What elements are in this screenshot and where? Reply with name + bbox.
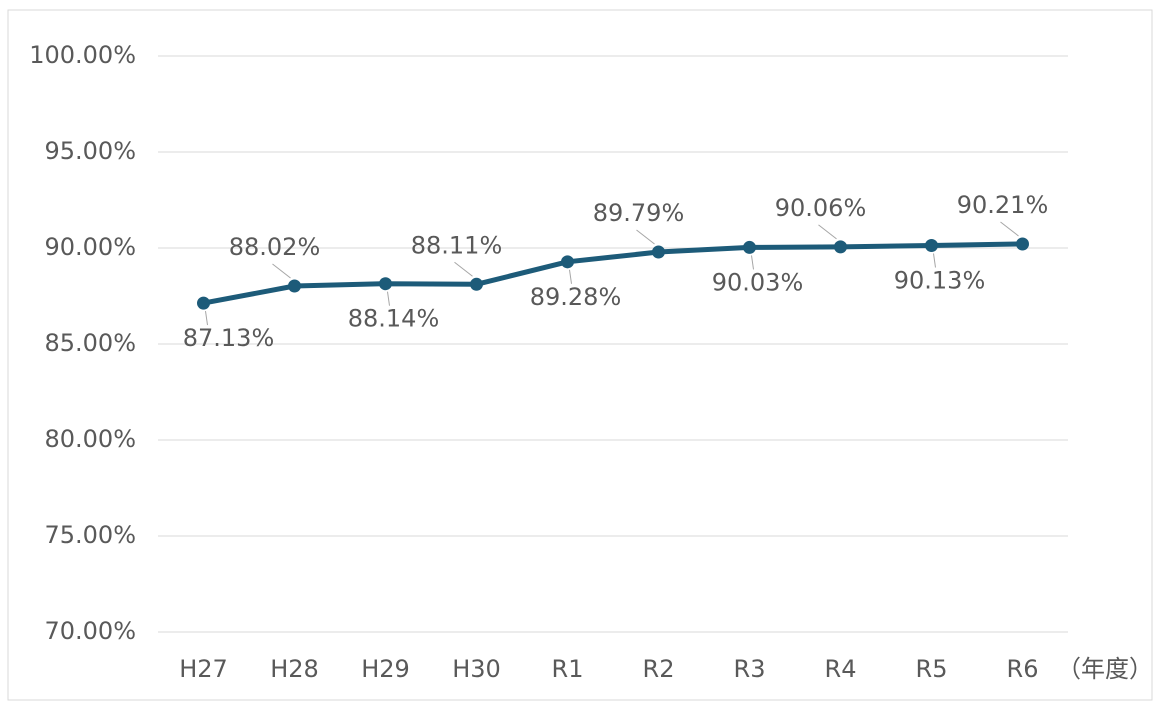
x-tick-label: R6: [1007, 655, 1039, 683]
x-tick-label: H28: [270, 655, 319, 683]
data-point: [379, 277, 392, 291]
data-label: 90.06%: [775, 194, 867, 222]
y-tick-label: 100.00%: [29, 41, 136, 69]
label-leader: [933, 253, 936, 268]
x-tick-label: R4: [825, 655, 857, 683]
label-leader: [454, 261, 473, 277]
label-leader: [205, 311, 208, 326]
label-leader: [636, 229, 655, 245]
data-label: 89.28%: [530, 283, 622, 311]
data-point: [834, 240, 847, 254]
x-tick-label: R5: [916, 655, 948, 683]
x-axis-label: （年度）: [1057, 655, 1153, 683]
data-point: [197, 296, 210, 310]
label-leader: [272, 263, 291, 279]
y-tick-label: 95.00%: [44, 137, 136, 165]
label-leader: [387, 291, 390, 306]
data-point: [925, 239, 938, 253]
y-tick-label: 90.00%: [44, 233, 136, 261]
label-leader: [1000, 221, 1019, 237]
x-tick-label: R3: [734, 655, 766, 683]
x-tick-label: H29: [361, 655, 410, 683]
data-line: [203, 241, 1023, 306]
data-label: 88.14%: [348, 305, 440, 333]
data-label: 88.11%: [411, 231, 503, 259]
data-point: [652, 245, 665, 259]
data-label: 88.02%: [229, 233, 321, 261]
data-label: 90.13%: [894, 267, 986, 295]
data-point: [288, 279, 301, 293]
data-point: [1016, 237, 1029, 251]
chart-frame: [7, 9, 1153, 701]
x-tick-label: H27: [179, 655, 228, 683]
y-tick-label: 75.00%: [44, 521, 136, 549]
data-label: 87.13%: [183, 324, 275, 352]
x-tick-label: H30: [452, 655, 501, 683]
y-tick-label: 85.00%: [44, 329, 136, 357]
x-tick-label: R1: [552, 655, 584, 683]
data-point: [470, 277, 483, 291]
data-point: [561, 255, 574, 269]
label-leader: [569, 269, 572, 284]
y-tick-label: 70.00%: [44, 617, 136, 645]
data-label: 90.03%: [712, 268, 804, 296]
x-tick-label: R2: [643, 655, 675, 683]
data-point: [743, 240, 756, 254]
label-leader: [751, 255, 754, 270]
data-label: 89.79%: [593, 199, 685, 227]
data-label: 90.21%: [957, 191, 1049, 219]
label-leader: [818, 224, 837, 240]
y-tick-label: 80.00%: [44, 425, 136, 453]
